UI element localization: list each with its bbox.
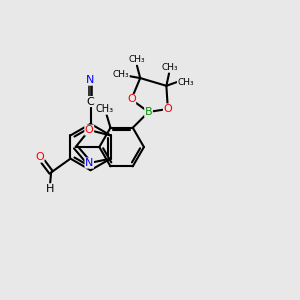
Text: N: N <box>85 158 93 168</box>
Text: CH₃: CH₃ <box>177 78 194 87</box>
Text: O: O <box>35 152 44 162</box>
Text: CH₃: CH₃ <box>96 104 114 114</box>
Text: O: O <box>127 94 136 104</box>
Text: C: C <box>87 97 94 106</box>
Text: CH₃: CH₃ <box>161 63 178 72</box>
Text: O: O <box>164 104 172 114</box>
Text: O: O <box>85 125 94 135</box>
Text: B: B <box>145 107 152 117</box>
Text: CH₃: CH₃ <box>112 70 129 79</box>
Text: H: H <box>46 184 54 194</box>
Text: N: N <box>86 75 95 85</box>
Text: CH₃: CH₃ <box>129 55 146 64</box>
